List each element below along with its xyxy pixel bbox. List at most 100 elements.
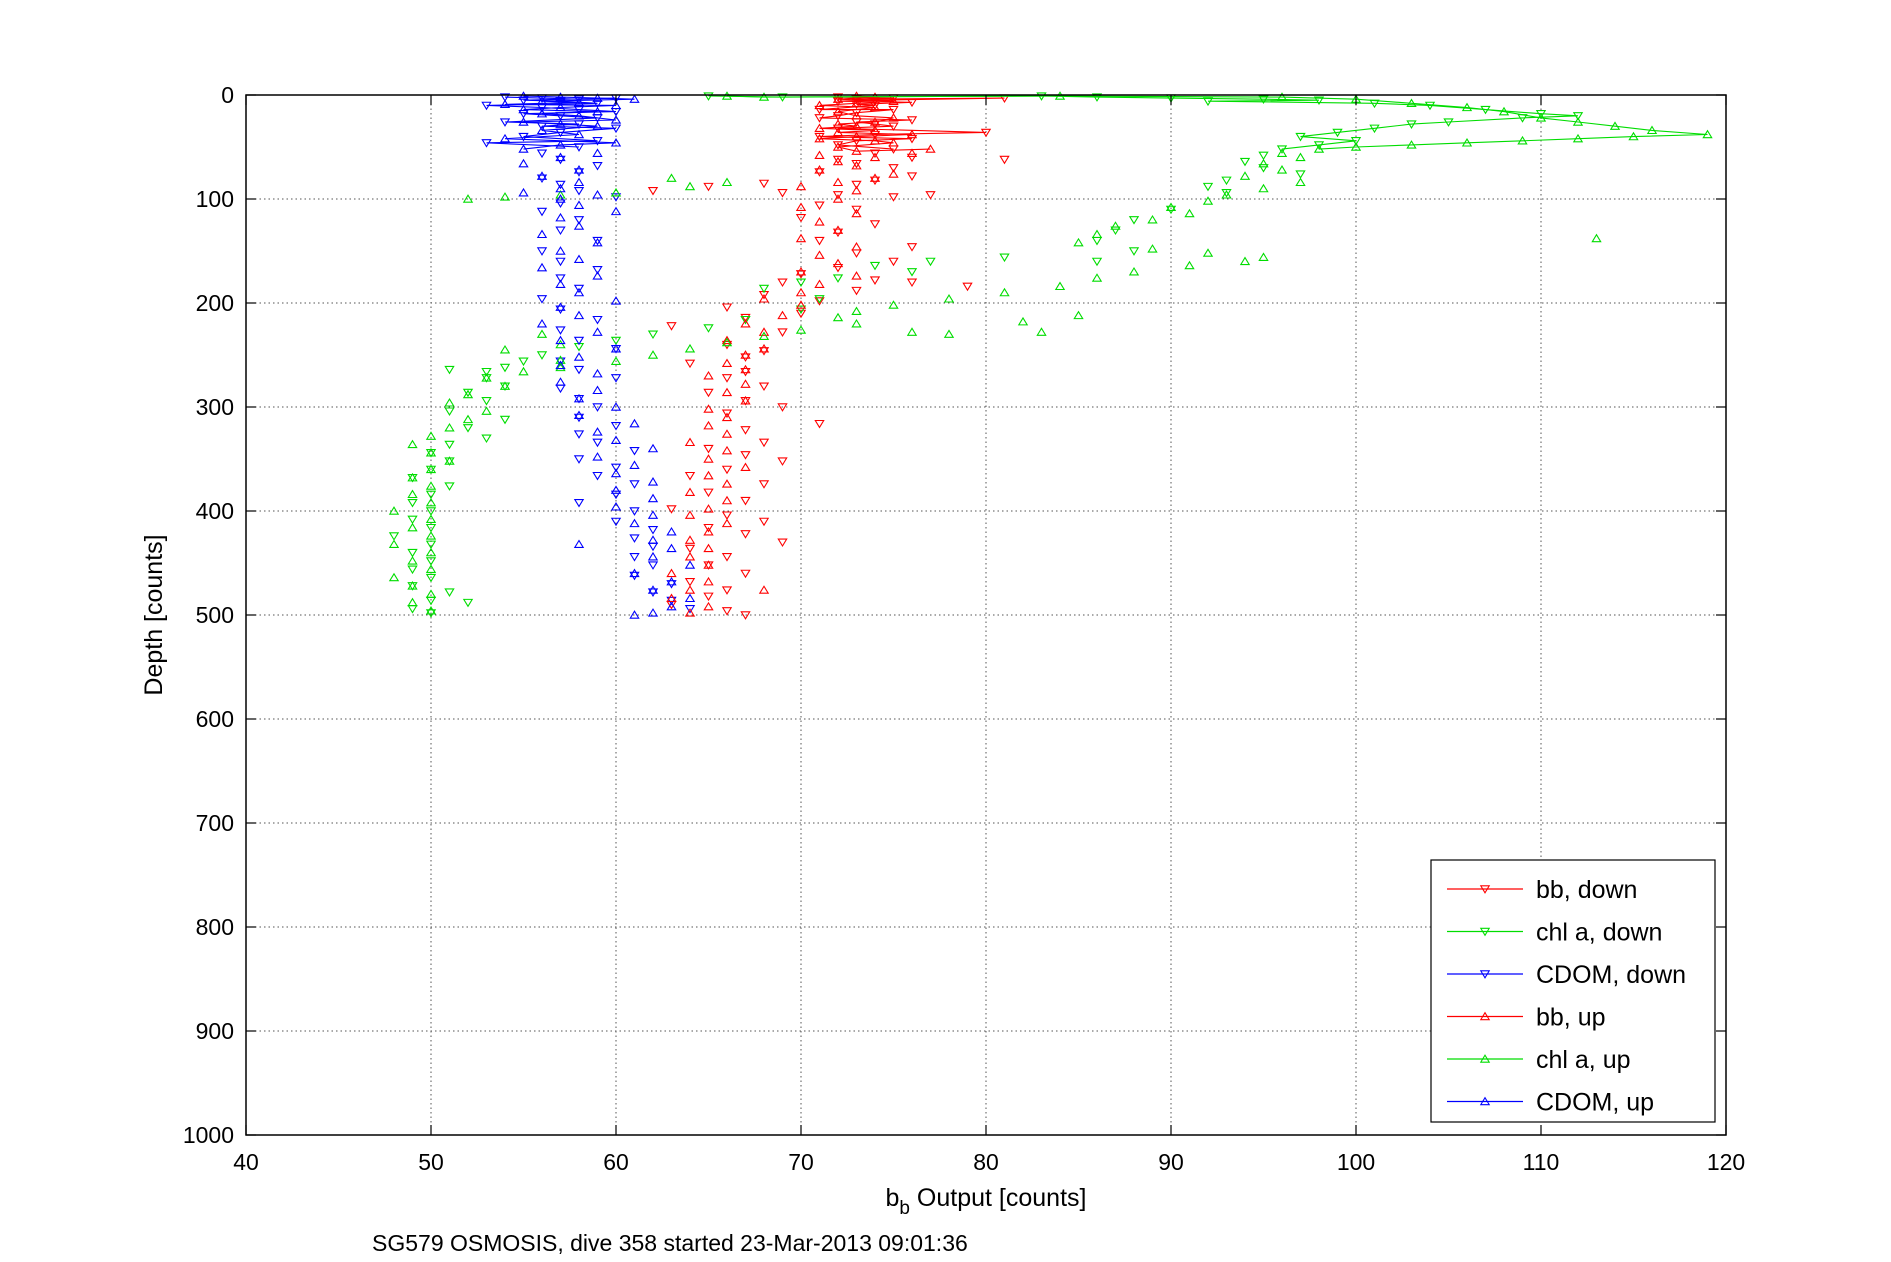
data-point (869, 135, 881, 145)
data-point (888, 137, 899, 147)
data-point (1110, 226, 1121, 236)
data-point (1406, 120, 1417, 129)
data-point (906, 129, 918, 139)
data-point (481, 139, 492, 148)
data-point (814, 100, 825, 110)
y-tick-label: 400 (196, 498, 234, 524)
data-point (592, 385, 603, 395)
data-point (555, 360, 566, 370)
data-point (925, 257, 936, 267)
data-point (1276, 165, 1288, 174)
x-tick-label: 90 (1158, 1149, 1184, 1175)
data-point (740, 367, 751, 377)
data-point (555, 102, 566, 112)
data-point (536, 351, 548, 360)
y-tick-label: 500 (196, 602, 234, 628)
data-point (518, 158, 529, 168)
data-point (573, 410, 585, 420)
data-point (592, 93, 603, 102)
data-point (573, 284, 585, 294)
data-point (425, 531, 437, 540)
data-point (647, 535, 659, 544)
data-point (777, 278, 788, 288)
footer-caption: SG579 OSMOSIS, dive 358 started 23-Mar-2… (372, 1230, 968, 1256)
data-point (555, 194, 566, 203)
data-point (610, 206, 622, 216)
data-point (851, 131, 862, 141)
legend-entries: bb, down chl a, down CDOM, down bb, up chl a… (1447, 876, 1686, 1117)
data-point (832, 228, 844, 238)
data-point (758, 331, 770, 340)
data-point (740, 530, 751, 539)
data-point (1147, 244, 1158, 253)
data-point (462, 389, 474, 399)
data-point (629, 418, 640, 428)
data-point (407, 581, 418, 590)
legend-marker (1479, 1054, 1491, 1063)
data-point (980, 128, 992, 138)
data-point (1313, 141, 1325, 150)
data-point (684, 510, 696, 519)
data-point (795, 233, 807, 243)
data-point (906, 134, 918, 144)
data-point (795, 278, 807, 288)
data-point (573, 129, 585, 139)
data-point (536, 247, 548, 256)
data-point (573, 95, 585, 105)
data-point (832, 156, 844, 166)
legend: bb, down chl a, down CDOM, down bb, up chl a… (1430, 859, 1716, 1123)
data-point (666, 322, 677, 331)
data-point (906, 98, 918, 108)
data-point (851, 159, 862, 169)
data-point (629, 571, 640, 581)
data-point (795, 270, 807, 279)
data-point (795, 300, 807, 309)
data-point (610, 356, 622, 365)
data-point (666, 543, 677, 553)
data-point (1276, 145, 1288, 154)
data-point (1313, 96, 1325, 106)
data-point (666, 596, 677, 606)
data-point (1128, 266, 1140, 276)
data-point (647, 477, 659, 486)
data-point (536, 329, 548, 338)
data-point (666, 526, 677, 536)
data-point (851, 160, 862, 170)
data-point (425, 573, 437, 583)
data-point (610, 193, 622, 202)
data-point (573, 287, 585, 297)
data-point (851, 110, 862, 120)
x-axis-title-suffix: Output [counts] (910, 1184, 1087, 1212)
data-point (1073, 310, 1084, 320)
data-point (592, 106, 603, 116)
data-point (518, 117, 529, 126)
data-point (481, 367, 492, 377)
data-point (814, 201, 825, 211)
data-point (629, 553, 640, 562)
data-point (407, 498, 418, 508)
data-point (758, 438, 770, 448)
data-point (518, 366, 529, 376)
y-tick-label: 100 (196, 186, 234, 212)
data-point (1535, 110, 1547, 119)
data-point (629, 94, 640, 103)
legend-label: CDOM, up (1536, 1089, 1654, 1117)
data-point (1091, 273, 1103, 282)
data-point (462, 598, 474, 608)
data-point (832, 119, 844, 128)
legend-marker (1479, 970, 1491, 979)
data-point (610, 115, 622, 124)
data-point (555, 180, 566, 190)
data-point (703, 182, 714, 192)
data-point (1276, 148, 1288, 157)
data-point (555, 119, 566, 128)
data-point (869, 176, 881, 186)
data-point (814, 133, 825, 143)
data-point (721, 607, 733, 616)
data-point (1036, 327, 1047, 336)
data-point (869, 149, 881, 159)
data-point (388, 572, 400, 582)
series-line (708, 95, 1579, 150)
data-point (814, 236, 825, 246)
data-point (555, 362, 566, 372)
